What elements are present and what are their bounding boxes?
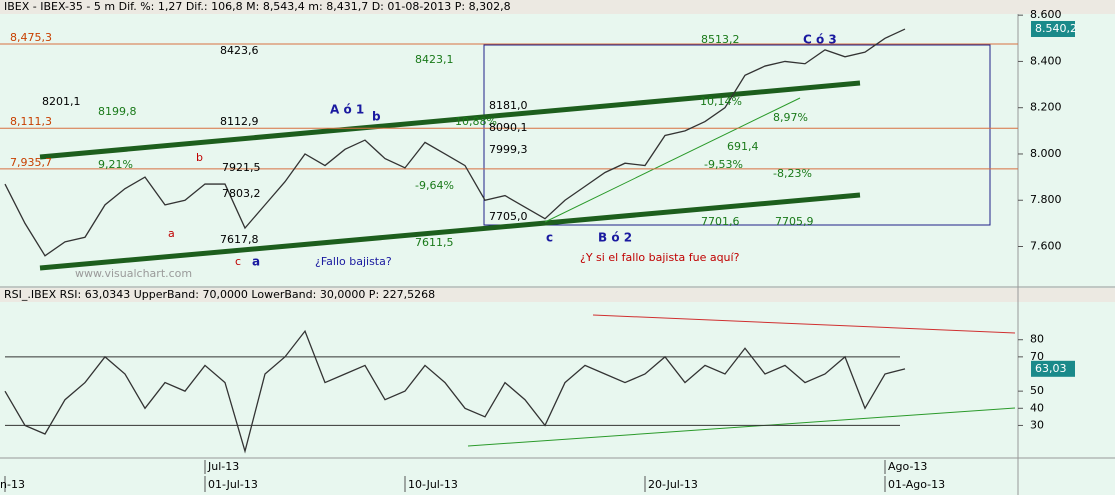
x-tick-label: 10-Jul-13 [408, 478, 458, 491]
price-header-bar [0, 0, 1115, 14]
annotation: -9,64% [415, 179, 454, 192]
annotation: a [252, 255, 260, 269]
y-tick-label: 8.000 [1030, 147, 1062, 160]
annotation: 7617,8 [220, 233, 259, 246]
channel-lower [39, 192, 861, 271]
y-tick-label: 8.400 [1030, 54, 1062, 67]
annotation: ¿Fallo bajista? [315, 255, 392, 268]
rsi-trendline-upper [592, 314, 1016, 334]
rsi-trendline-lower [467, 407, 1016, 447]
level-label: 8,475,3 [10, 31, 52, 44]
annotation: -9,53% [704, 158, 743, 171]
annotation: 8,97% [773, 111, 808, 124]
annotation: 8090,1 [489, 121, 528, 134]
annotation: 9,21% [98, 158, 133, 171]
y-tick-label: 30 [1030, 418, 1044, 431]
annotation: 7701,6 [701, 215, 740, 228]
annotation: 8423,6 [220, 44, 259, 57]
x-tick-label: n-13 [0, 478, 25, 491]
annotation: 10,88% [455, 115, 497, 128]
x-tick-label: 01-Jul-13 [208, 478, 258, 491]
price-line [4, 329, 906, 454]
annotation: 8199,8 [98, 105, 137, 118]
annotation: 8112,9 [220, 115, 259, 128]
y-tick-label: 7.800 [1030, 193, 1062, 206]
annotation: 7803,2 [222, 187, 261, 200]
annotation: 7999,3 [489, 143, 528, 156]
annotation: A ó 1 [330, 103, 364, 117]
price-header: IBEX - IBEX-35 - 5 m Dif. %: 1,27 Dif.: … [4, 0, 511, 13]
annotation: c [546, 231, 553, 245]
price-line [4, 28, 906, 257]
y-tick-label: 40 [1030, 401, 1044, 414]
y-tick-label: 50 [1030, 384, 1044, 397]
watermark: www.visualchart.com [75, 267, 192, 280]
annotation: B ó 2 [598, 231, 632, 245]
level-label: 7,935,7 [10, 156, 52, 169]
y-tick-label: 7.600 [1030, 240, 1062, 253]
annotation: 691,4 [727, 140, 759, 153]
period-label: Jul-13 [207, 460, 239, 473]
annotation: a [168, 227, 175, 240]
y-tick-label: 8.600 [1030, 8, 1062, 21]
last-value-label: 63,03 [1035, 362, 1067, 375]
rsi-header-bar [0, 288, 1115, 302]
inner-channel [544, 97, 801, 223]
period-label: Ago-13 [888, 460, 927, 473]
last-value-box [1031, 360, 1075, 377]
annotation: 8423,1 [415, 53, 454, 66]
range-box [483, 44, 991, 226]
annotation: 7611,5 [415, 236, 454, 249]
annotation: 7921,5 [222, 161, 261, 174]
annotation: ¿Y si el fallo bajista fue aquí? [580, 251, 740, 264]
annotation: 8181,0 [489, 99, 528, 112]
annotation: 8201,1 [42, 95, 81, 108]
last-value-label: 8.540,2 [1035, 22, 1077, 35]
last-value-box [1031, 20, 1075, 37]
x-tick-label: 01-Ago-13 [888, 478, 945, 491]
y-tick-label: 8.200 [1030, 101, 1062, 114]
annotation: C ó 3 [803, 33, 837, 47]
annotation: 7705,0 [489, 210, 528, 223]
annotation: c [235, 255, 241, 268]
level-label: 8,111,3 [10, 115, 52, 128]
annotation: 8513,2 [701, 33, 740, 46]
annotation: 7705,9 [775, 215, 814, 228]
annotation: b [372, 110, 381, 124]
rsi-header: RSI_.IBEX RSI: 63,0343 UpperBand: 70,000… [4, 288, 435, 301]
y-tick-label: 70 [1030, 350, 1044, 363]
annotation: 10,14% [700, 95, 742, 108]
annotation: -8,23% [773, 167, 812, 180]
annotation: b [196, 151, 203, 164]
y-tick-label: 80 [1030, 333, 1044, 346]
channel-upper [39, 80, 861, 160]
x-tick-label: 20-Jul-13 [648, 478, 698, 491]
